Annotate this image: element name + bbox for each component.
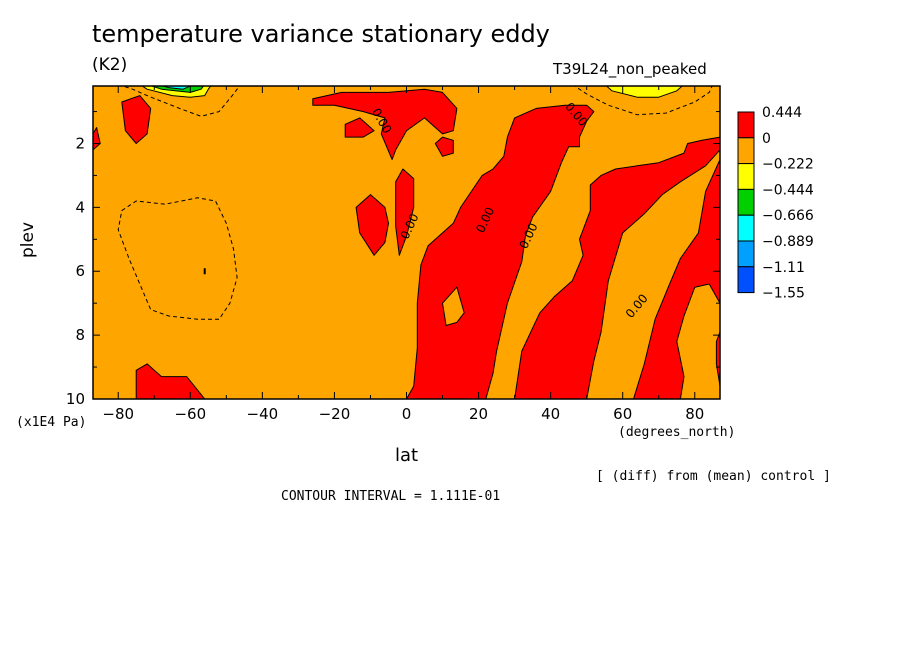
contour-region-6	[395, 168, 415, 256]
colorbar-swatch	[737, 188, 755, 216]
x-tick-label: −40	[247, 405, 279, 423]
colorbar-label: −0.444	[762, 182, 814, 198]
contour-region-5	[355, 194, 389, 256]
dashed-contour-1	[573, 86, 713, 116]
y-tick-label: 10	[66, 390, 85, 408]
y-tick-label: 4	[75, 198, 85, 216]
colorbar-label: −0.889	[762, 234, 814, 250]
x-tick-label: 80	[685, 405, 704, 423]
colorbar-swatch	[737, 163, 755, 190]
contour-interval-label: CONTOUR INTERVAL = 1.111E-01	[281, 489, 501, 504]
y-axis-units: (x1E4 Pa)	[16, 415, 87, 430]
colorbar-label: −0.666	[762, 208, 814, 224]
plot-area: 0.000.00 0.000.000.000.00	[93, 86, 720, 399]
run-label: T39L24_non_peaked	[553, 60, 707, 78]
chart-title: temperature variance stationary eddy	[92, 20, 550, 48]
y-tick-label: 8	[75, 326, 85, 344]
colorbar-swatch	[737, 214, 755, 242]
x-tick-label: −20	[319, 405, 351, 423]
contour-region-12	[442, 286, 465, 326]
contour-region-14	[605, 86, 683, 98]
y-axis-label: plev	[18, 221, 38, 258]
colorbar-swatch	[737, 137, 755, 165]
contour-region-7	[406, 104, 595, 399]
dashed-contour-0	[121, 86, 241, 117]
contour-region-3	[312, 88, 458, 160]
colorbar-swatch	[737, 266, 755, 294]
colorbar-swatch	[737, 111, 755, 139]
colorbar-label: −1.11	[762, 260, 805, 276]
contour-region-8	[434, 136, 454, 157]
x-tick-label: 20	[469, 405, 488, 423]
contour-region-10	[633, 159, 720, 399]
x-axis-label: lat	[395, 445, 419, 466]
y-tick-label: 6	[75, 262, 85, 280]
colorbar-swatch	[737, 240, 755, 268]
colorbar-label: 0	[762, 131, 771, 147]
x-tick-label: 40	[541, 405, 560, 423]
contour-region-9	[514, 136, 720, 399]
background-fill	[93, 86, 720, 399]
x-axis-units: (degrees_north)	[618, 425, 736, 440]
contour-region-4	[344, 117, 375, 138]
x-tick-label: 60	[613, 405, 632, 423]
x-tick-label: −60	[174, 405, 206, 423]
small-contour-mark	[203, 268, 206, 275]
contour-region-2	[135, 363, 206, 399]
colorbar-label: −0.222	[762, 157, 814, 173]
colorbar-label: −1.55	[762, 286, 805, 302]
dashed-contour-2	[117, 197, 238, 320]
contour-region-1	[93, 127, 101, 151]
colorbar: 0.444 0 −0.222 −0.444 −0.666 −0.889 −1.11 −1.55	[737, 105, 814, 302]
contour-region-11	[715, 331, 720, 387]
x-tick-label: −80	[102, 405, 134, 423]
colorbar-label: 0.444	[762, 105, 802, 121]
contour-region-0	[121, 95, 152, 144]
units-label: (K2)	[92, 55, 128, 75]
diff-note: [ (diff) from (mean) control ]	[596, 469, 831, 484]
axes: −80 −60 −40 −20 0 20 40 60 80 2 4 6 8 10	[66, 85, 721, 423]
y-tick-label: 2	[75, 134, 85, 152]
x-tick-label: 0	[402, 405, 412, 423]
